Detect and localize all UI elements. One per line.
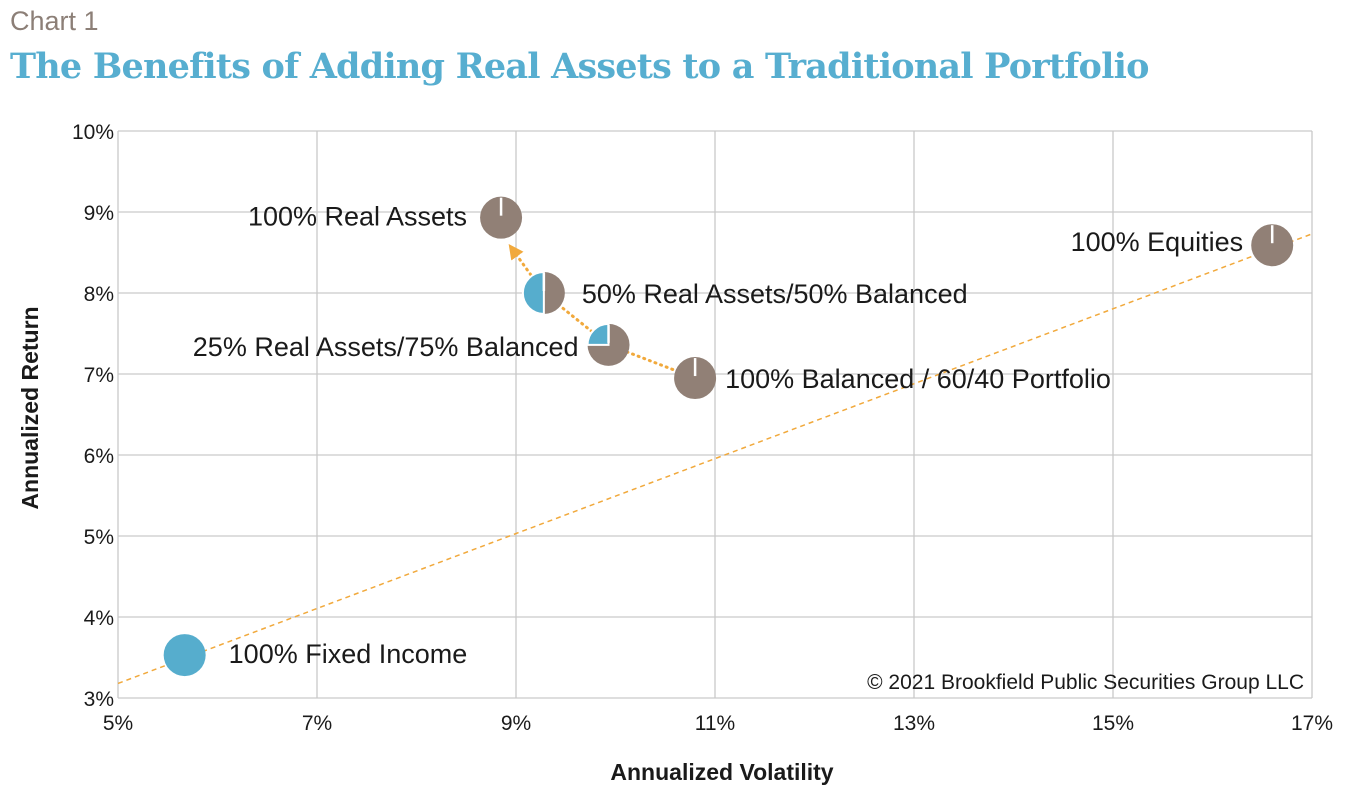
- data-point: 50% Real Assets/50% Balanced: [521, 270, 968, 316]
- trend-line: [117, 233, 1313, 685]
- y-tick-label: 5%: [84, 526, 114, 549]
- x-tick-label: 5%: [103, 712, 133, 735]
- point-label: 100% Real Assets: [248, 202, 467, 232]
- point-wedge: [586, 322, 610, 346]
- point-marker: [1251, 224, 1294, 267]
- y-tick-label: 10%: [72, 121, 114, 144]
- x-axis-title: Annualized Volatility: [610, 759, 833, 785]
- y-tick-label: 8%: [84, 283, 114, 306]
- chart-title: The Benefits of Adding Real Assets to a …: [10, 46, 1149, 87]
- x-tick-label: 7%: [302, 712, 332, 735]
- x-tick-label: 17%: [1291, 712, 1333, 735]
- point-wedge: [521, 270, 545, 316]
- y-tick-label: 7%: [84, 364, 114, 387]
- x-tick-label: 13%: [893, 712, 935, 735]
- point-label: 25% Real Assets/75% Balanced: [193, 332, 579, 362]
- y-tick-label: 3%: [84, 688, 114, 711]
- x-tick-label: 11%: [695, 712, 735, 735]
- data-point: 100% Balanced / 60/40 Portfolio: [674, 357, 1111, 400]
- point-label: 100% Fixed Income: [229, 639, 468, 669]
- chart-kicker: Chart 1: [10, 6, 99, 36]
- axis-labels: 5% 7% 9% 11% 13% 15% 17% 3% 4% 5% 6% 7% 8% 9% 10%: [72, 121, 1333, 735]
- copyright-note: © 2021 Brookfield Public Securities Grou…: [867, 671, 1304, 694]
- x-tick-label: 9%: [501, 712, 531, 735]
- point-marker: [674, 357, 717, 400]
- x-tick-label: 15%: [1092, 712, 1134, 735]
- point-label: 100% Balanced / 60/40 Portfolio: [725, 364, 1111, 394]
- y-axis-title: Annualized Return: [17, 306, 43, 509]
- data-point: 100% Real Assets: [248, 196, 523, 239]
- point-marker: [163, 634, 206, 677]
- data-point: 100% Equities: [1071, 224, 1294, 267]
- frontier-arrow: [508, 243, 697, 380]
- y-tick-label: 6%: [84, 445, 114, 468]
- trend-layer: [117, 233, 1313, 685]
- y-tick-label: 9%: [84, 202, 114, 225]
- data-point: 100% Fixed Income: [163, 634, 468, 677]
- point-marker: [480, 196, 523, 239]
- y-tick-label: 4%: [84, 607, 114, 630]
- data-points: 100% Fixed Income 100% Real Assets 50% Rea…: [163, 196, 1294, 677]
- data-point: 25% Real Assets/75% Balanced: [193, 322, 630, 366]
- point-label: 100% Equities: [1071, 227, 1244, 257]
- point-label: 50% Real Assets/50% Balanced: [582, 279, 968, 309]
